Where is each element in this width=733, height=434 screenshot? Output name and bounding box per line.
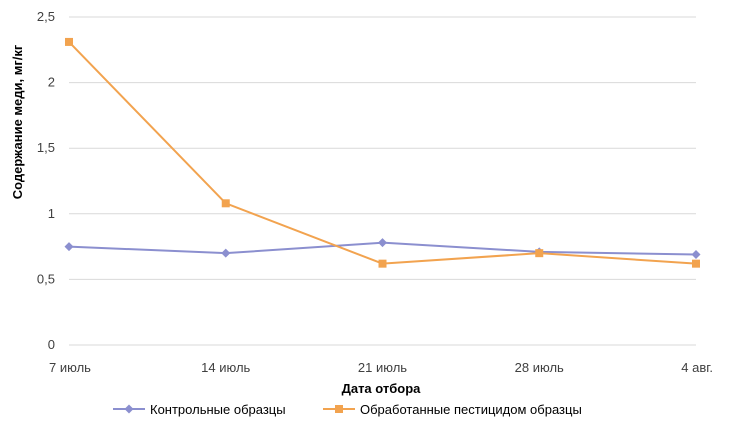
y-tick-label: 0 bbox=[48, 337, 55, 352]
y-tick-label: 2,5 bbox=[37, 9, 55, 24]
series-lines bbox=[64, 37, 701, 268]
legend-marker bbox=[124, 404, 134, 414]
gridlines bbox=[69, 16, 696, 346]
x-axis-title: Дата отбора bbox=[342, 381, 422, 396]
x-tick-label: 14 июль bbox=[201, 360, 250, 375]
x-tick-labels: 7 июль 14 июль 21 июль 28 июль 4 авг. bbox=[49, 360, 713, 375]
series-line bbox=[68, 41, 697, 265]
data-point bbox=[221, 248, 231, 258]
data-point bbox=[691, 249, 701, 259]
legend-label: Контрольные образцы bbox=[150, 402, 286, 417]
legend-item: Контрольные образцы bbox=[113, 402, 286, 417]
data-point bbox=[221, 199, 230, 208]
data-point bbox=[378, 238, 387, 248]
y-tick-labels: 0 0,5 1 1,5 2 2,5 bbox=[37, 9, 55, 352]
legend-marker bbox=[335, 405, 343, 413]
x-tick-label: 4 авг. bbox=[681, 360, 713, 375]
y-tick-label: 1 bbox=[48, 206, 55, 221]
data-point bbox=[378, 259, 387, 268]
legend: Контрольные образцы Обработанные пестицид… bbox=[113, 402, 582, 417]
y-tick-label: 2 bbox=[48, 75, 55, 90]
data-point bbox=[64, 242, 74, 252]
legend-item: Обработанные пестицидом образцы bbox=[323, 402, 582, 417]
x-tick-label: 7 июль bbox=[49, 360, 91, 375]
y-tick-label: 0,5 bbox=[37, 271, 55, 286]
series-2 bbox=[65, 37, 700, 268]
y-axis-title: Содержание меди, мг/кг bbox=[10, 44, 25, 199]
y-tick-label: 1,5 bbox=[37, 140, 55, 155]
series-1 bbox=[64, 238, 701, 259]
legend-label: Обработанные пестицидом образцы bbox=[360, 402, 582, 417]
x-tick-label: 28 июль bbox=[515, 360, 564, 375]
data-point bbox=[65, 37, 73, 46]
data-point bbox=[692, 259, 700, 268]
data-point bbox=[535, 249, 544, 258]
x-tick-label: 21 июль bbox=[358, 360, 407, 375]
